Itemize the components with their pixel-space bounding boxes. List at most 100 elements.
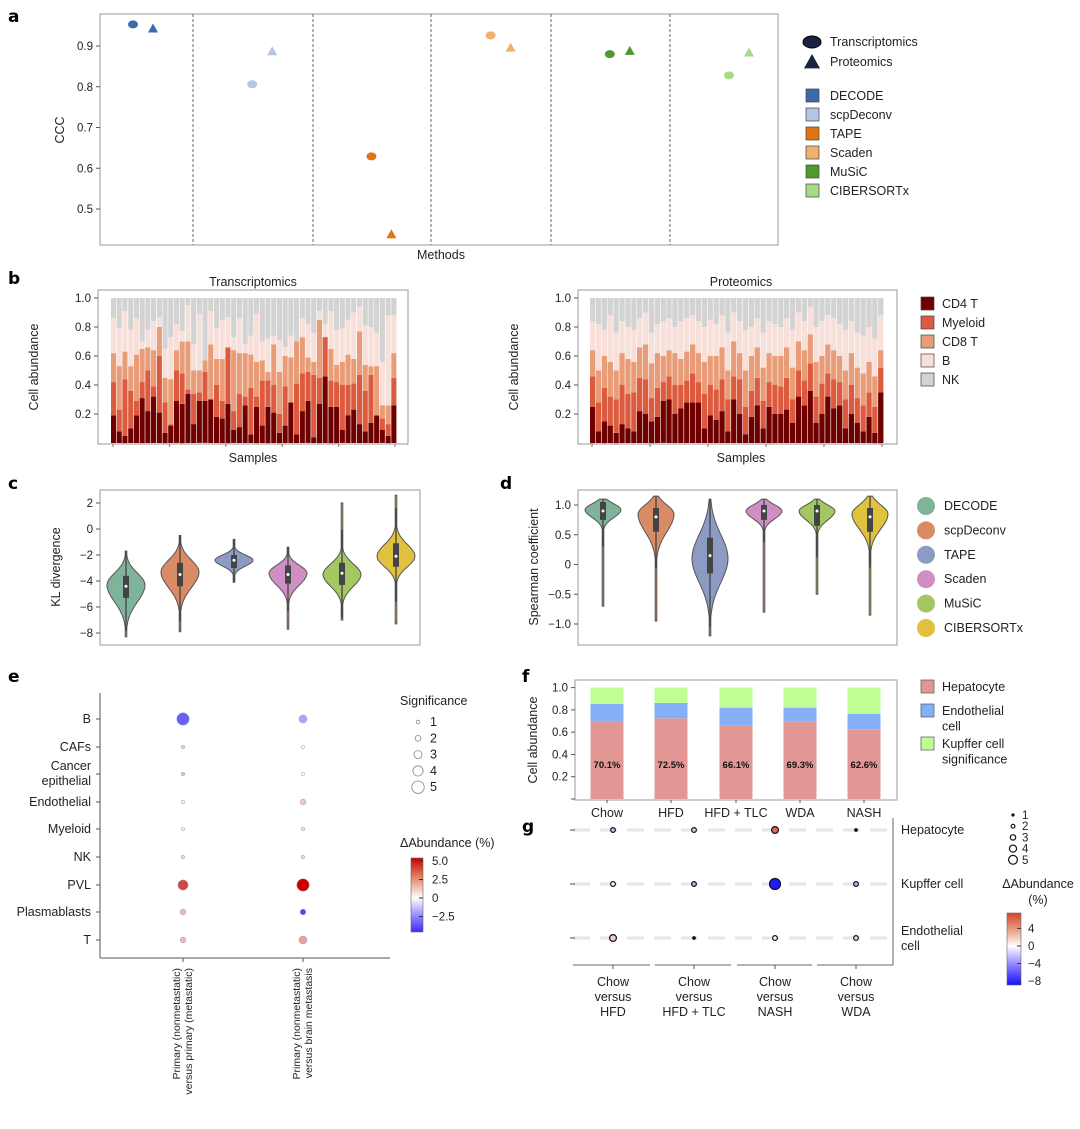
legend-dot-TAPE [917, 545, 935, 564]
bar-segment-CD8T [162, 377, 168, 403]
bar-segment-B [122, 311, 128, 352]
e-row-label: Plasmablasts [17, 905, 91, 919]
bar-segment-CD4T [742, 434, 749, 443]
bar-segment-B [666, 318, 672, 351]
bar-segment-Myeloid [684, 380, 690, 403]
f-data-label: 72.5% [658, 760, 685, 771]
g-dot [691, 881, 697, 887]
bar-segment-B [742, 329, 749, 371]
bar-segment-Myeloid [819, 383, 825, 414]
bar-segment-NK [128, 298, 134, 330]
bar-segment-NK [173, 298, 179, 325]
b2-ytick-label: 0.2 [555, 409, 571, 421]
e-dot [299, 908, 307, 916]
bar-segment-Myeloid [678, 385, 684, 409]
b2-ytick-label: 1.0 [555, 293, 571, 305]
bar-segment-CD8T [185, 341, 191, 390]
g-row-label: Hepatocyte [901, 823, 964, 837]
bar-segment-Myeloid [860, 405, 866, 432]
bar-segment-B [271, 335, 277, 345]
bar-segment-CD4T [666, 399, 672, 443]
bar-segment-B [185, 305, 191, 342]
bar-segment-NK [684, 298, 690, 319]
legend-swatch-CIBERSORTx [805, 183, 820, 198]
bar-segment-B [299, 318, 305, 338]
e-size-legend-label: 5 [430, 780, 437, 794]
bar-segment-CD8T [590, 350, 596, 377]
bar-segment-CD8T [156, 327, 162, 356]
bar-segment-Myeloid [116, 409, 122, 432]
panel-label-e: e [8, 667, 20, 687]
g-size-legend-label: 1 [1022, 810, 1028, 822]
point-proteomics-CIBERSORTx [744, 47, 754, 57]
bar-segment-NK [151, 298, 157, 322]
bar-segment-CD8T [813, 361, 819, 397]
bar-segment-B [701, 327, 707, 362]
g-dot [853, 935, 859, 941]
e-row-label: Endothelial [29, 795, 91, 809]
bar-segment-NK [276, 298, 282, 341]
g-size-legend-label: 5 [1022, 855, 1028, 867]
bar-segment-NK [631, 298, 637, 330]
bar-segment-CD4T [139, 398, 145, 444]
bar-segment-CD8T [202, 360, 208, 372]
bar-segment-CD4T [322, 376, 328, 443]
bar-segment-CD8T [328, 348, 334, 381]
bar-segment-Myeloid [848, 385, 854, 414]
e-column-label: Primary (nonmetastatic) [291, 968, 303, 1079]
bar-segment-CD8T [660, 356, 666, 383]
bar-segment-Myeloid [362, 390, 368, 432]
point-proteomics-scpDeconv [267, 46, 278, 56]
bar-segment-CD4T [672, 414, 678, 443]
g-size-legend-circle [1008, 844, 1018, 853]
f-legend-swatch [920, 679, 935, 694]
bar-segment-NK [625, 298, 631, 327]
bar-segment-Myeloid [236, 393, 242, 428]
bar-segment-B [813, 327, 819, 362]
bar-segment-B [778, 327, 784, 356]
bar-segment-CD4T [271, 412, 277, 443]
violin-iqr-box-CIBERSORTx [867, 507, 873, 532]
bar-segment-B [825, 315, 831, 345]
bar-segment-CD4T [357, 424, 363, 443]
bar-segment-CD4T [831, 408, 837, 443]
bar-segment-NK [168, 298, 174, 338]
plot-frame-a [99, 13, 779, 246]
bar-segment-B [391, 315, 397, 354]
bar-segment-Myeloid [271, 385, 277, 413]
bar-segment-NK [351, 298, 357, 313]
bar-segment-CD4T [690, 402, 696, 443]
bar-segment-NK [219, 298, 225, 320]
bar-segment-CD4T [837, 405, 843, 443]
bar-segment-CD8T [860, 373, 866, 406]
legend-label-Myeloid: Myeloid [942, 316, 985, 330]
bar-segment-B [607, 315, 613, 362]
bar-segment-B [254, 313, 260, 362]
bar-segment-CD8T [339, 361, 345, 385]
bar-segment-Myeloid [145, 370, 151, 412]
bar-segment-NK [707, 298, 713, 320]
bar-segment-CD4T [133, 415, 139, 443]
bar-segment-B [282, 347, 288, 356]
legend-swatch-Myeloid [920, 315, 935, 330]
g-column-label: Chow [678, 975, 711, 989]
f-bar-segment-Hepatocyte [847, 729, 881, 799]
bar-segment-B [766, 321, 772, 354]
bar-segment-B [316, 311, 322, 320]
bar-segment-B [111, 318, 117, 354]
bar-segment-CD4T [854, 422, 860, 443]
c-ytick-label: 2 [87, 498, 93, 510]
bar-segment-CD4T [179, 403, 185, 444]
bar-segment-B [196, 313, 202, 371]
bar-segment-B [601, 329, 608, 356]
bar-segment-CD4T [145, 411, 151, 443]
f-legend-label: Kupffer cell [942, 737, 1004, 751]
bar-segment-B [678, 321, 684, 359]
bar-segment-CD4T [766, 406, 772, 444]
violin-median-scpDeconv [654, 515, 658, 519]
bar-segment-CD8T [242, 353, 248, 397]
f-bar-segment-Endothelial [654, 702, 688, 719]
bar-segment-CD4T [282, 425, 288, 443]
bar-segment-B [807, 306, 813, 335]
bar-segment-NK [713, 298, 719, 325]
